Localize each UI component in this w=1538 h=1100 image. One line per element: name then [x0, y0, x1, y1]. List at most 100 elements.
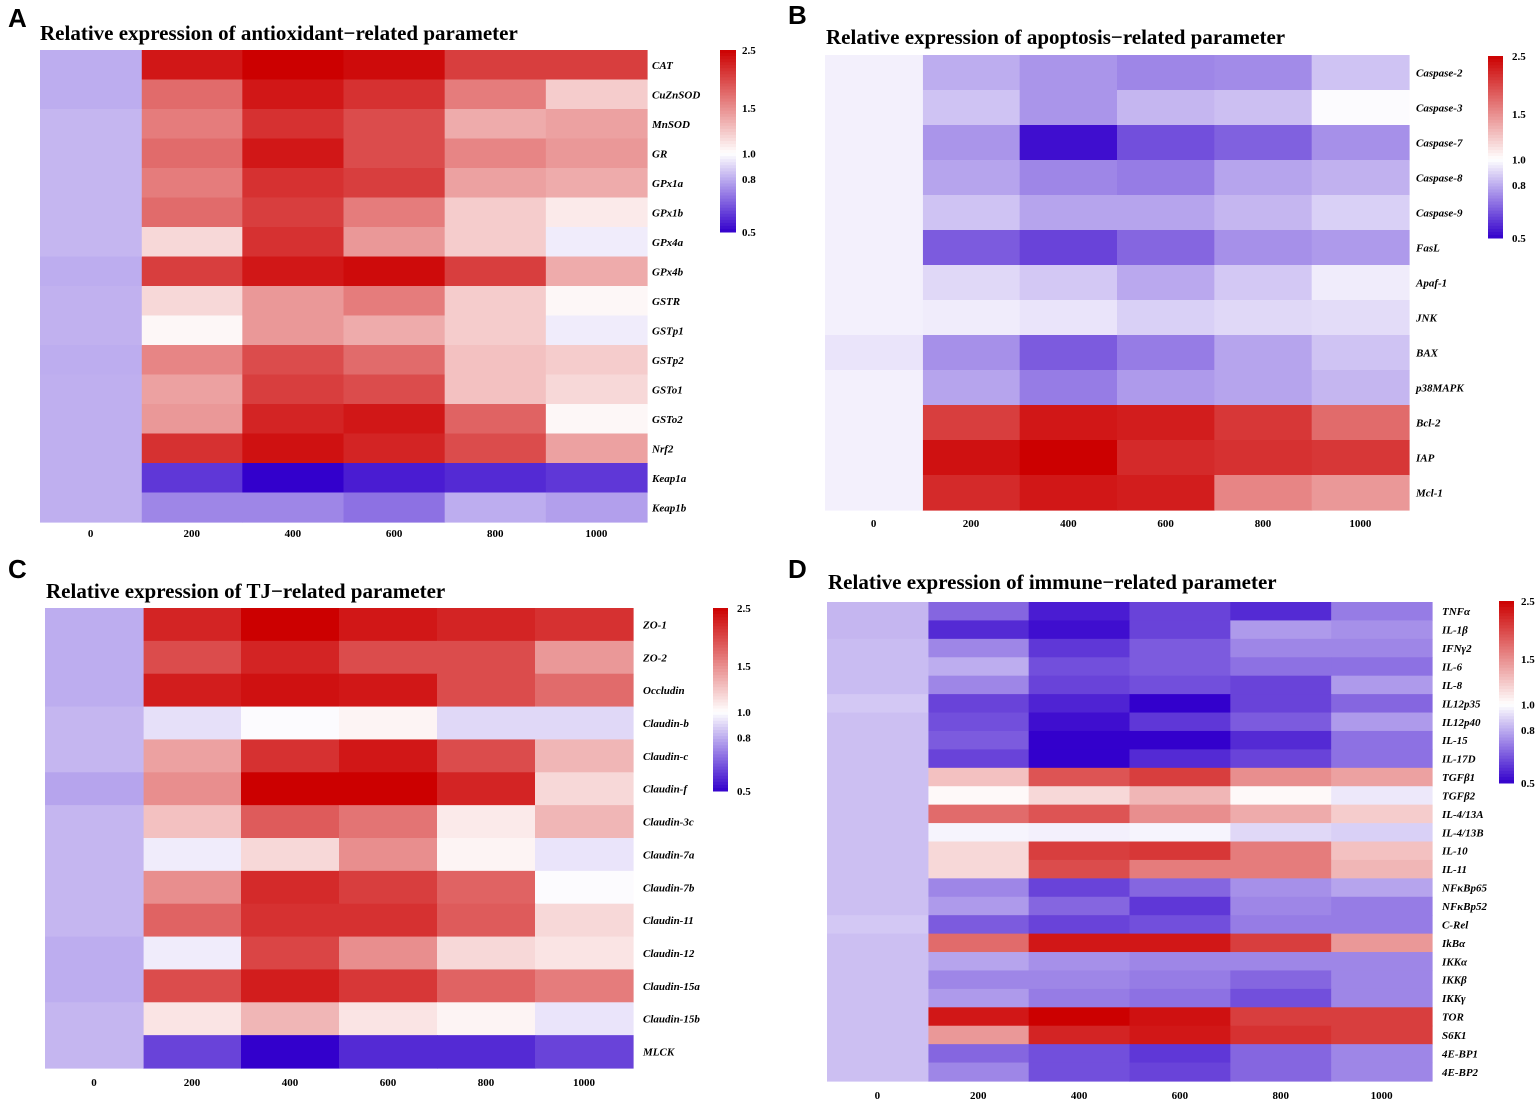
heatmap-cell: [343, 138, 446, 169]
colorbar-slice: [713, 754, 728, 758]
heatmap-cell: [141, 138, 243, 169]
colorbar-slice: [1488, 153, 1503, 157]
heatmap-cell: [1129, 657, 1231, 677]
heatmap-cell: [535, 1002, 634, 1036]
panel-label: C: [8, 554, 27, 584]
heatmap-cell: [1028, 675, 1131, 695]
colorbar-slice: [720, 50, 736, 54]
heatmap-cell: [143, 969, 242, 1003]
heatmap-cell: [545, 463, 648, 494]
heatmap-cell-control: [827, 915, 929, 935]
heatmap-cell-control: [40, 109, 142, 258]
column-label: 400: [282, 1077, 299, 1089]
heatmap-cell: [1117, 55, 1215, 91]
heatmap-cell: [339, 870, 438, 905]
heatmap-cell: [141, 374, 243, 405]
colorbar-slice: [713, 659, 728, 664]
heatmap-cell: [1230, 1044, 1332, 1064]
colorbar-tick-label: 0.8: [1512, 180, 1526, 192]
heatmap-cell: [1331, 915, 1433, 935]
heatmap-cell: [143, 1035, 242, 1069]
heatmap-cell: [241, 838, 340, 872]
heatmap-cell: [927, 712, 1030, 732]
colorbar-slice: [713, 739, 728, 743]
heatmap-cell: [535, 640, 634, 675]
heatmap-cell: [444, 315, 547, 346]
heatmap-cell-control: [45, 772, 144, 806]
colorbar-slice: [713, 665, 728, 670]
heatmap-cell: [1311, 370, 1410, 406]
heatmap-cell: [922, 265, 1021, 301]
colorbar-slice: [1488, 140, 1503, 145]
colorbar-slice: [720, 101, 736, 106]
heatmap-cell-control: [825, 55, 923, 336]
heatmap-cell: [242, 404, 345, 435]
heatmap-cell: [437, 1035, 536, 1069]
heatmap-cell: [141, 345, 243, 376]
heatmap-cell: [1230, 933, 1332, 953]
heatmap-cell: [141, 79, 243, 110]
heatmap-cell: [1331, 878, 1433, 898]
heatmap-cell: [1028, 878, 1131, 898]
heatmap-cell: [343, 286, 446, 317]
heatmap-cell: [1129, 1062, 1231, 1082]
colorbar-slice: [1499, 761, 1514, 766]
row-label: Mcl-1: [1415, 488, 1443, 500]
colorbar-slice: [1499, 704, 1514, 708]
heatmap-cell: [1331, 767, 1433, 787]
heatmap-cell: [927, 859, 1030, 879]
colorbar-slice: [713, 766, 728, 771]
heatmap-cell: [545, 315, 648, 346]
colorbar-slice: [1488, 59, 1503, 63]
row-label: Caspase-3: [1416, 103, 1463, 115]
colorbar-slice: [720, 198, 736, 203]
heatmap-cell: [1117, 335, 1215, 371]
colorbar-slice: [1499, 664, 1514, 669]
colorbar-slice: [720, 80, 736, 84]
colorbar-slice: [720, 168, 736, 172]
colorbar-slice: [713, 681, 728, 685]
heatmap-cell: [339, 1002, 438, 1036]
heatmap-cell: [1311, 195, 1410, 231]
colorbar-slice: [1488, 201, 1503, 206]
heatmap-cell: [1028, 933, 1131, 953]
heatmap-cell: [545, 197, 648, 228]
colorbar-slice: [1499, 770, 1514, 775]
heatmap-cell-control: [45, 805, 144, 938]
colorbar-slice: [713, 608, 728, 612]
colorbar-slice: [1499, 625, 1514, 629]
colorbar-slice: [720, 204, 736, 209]
heatmap-cell: [1019, 195, 1118, 231]
heatmap-cell: [241, 1035, 340, 1069]
heatmap-cell: [1117, 300, 1215, 336]
colorbar-slice: [713, 711, 728, 716]
row-label: Claudin-15a: [643, 981, 700, 993]
heatmap-cell: [922, 90, 1021, 126]
colorbar-slice: [713, 702, 728, 707]
colorbar-slice: [720, 122, 736, 127]
heatmap-cell: [242, 256, 345, 287]
column-label: 0: [875, 1090, 881, 1100]
row-label: Claudin-11: [643, 915, 694, 927]
colorbar-slice: [1488, 122, 1503, 127]
colorbar-slice: [713, 705, 728, 710]
heatmap-cell: [545, 286, 648, 317]
heatmap-cell: [1230, 970, 1332, 990]
colorbar-slice: [1499, 616, 1514, 620]
colorbar-slice: [720, 207, 736, 212]
column-label: 800: [487, 528, 504, 540]
heatmap-cell: [1230, 749, 1332, 769]
heatmap-cell: [444, 256, 547, 287]
row-label: NFκBp65: [1441, 883, 1487, 895]
heatmap-cell: [141, 227, 243, 258]
row-label: IL-11: [1441, 864, 1467, 876]
heatmap-cell: [1028, 952, 1131, 972]
heatmap-cell-control: [827, 638, 929, 695]
column-label: 400: [1071, 1090, 1088, 1100]
heatmap-cell: [1129, 712, 1231, 732]
heatmap-cell: [1028, 602, 1131, 622]
colorbar-slice: [720, 131, 736, 136]
heatmap-cell: [927, 620, 1030, 640]
heatmap-cell: [535, 936, 634, 971]
colorbar-slice: [1488, 171, 1503, 175]
